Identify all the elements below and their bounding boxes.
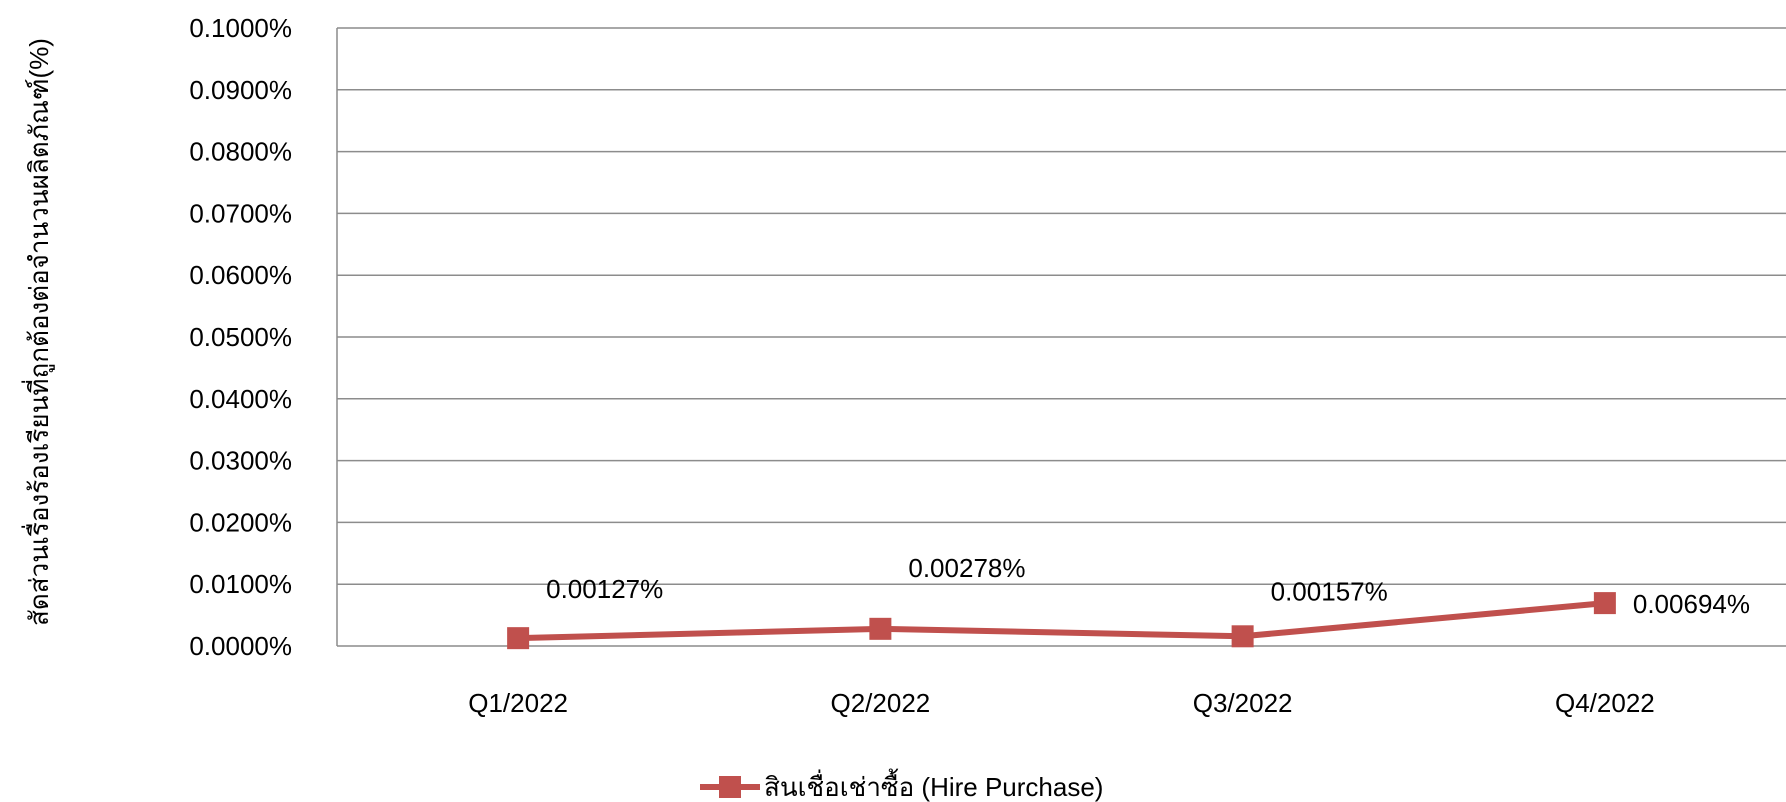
x-tick-label: Q1/2022 [468,688,568,718]
y-tick-label: 0.0900% [189,75,292,105]
data-label: 0.00157% [1271,576,1388,606]
y-tick-label: 0.0000% [189,631,292,661]
data-labels: 0.00127% 0.00278% 0.00157% 0.00694% [546,553,1750,619]
y-axis-label: สัดส่วนเรื่องร้องเรียนที่ถูกต้องต่อจำนวน… [21,38,55,626]
data-label: 0.00127% [546,574,663,604]
x-tick-label: Q3/2022 [1193,688,1293,718]
gridlines [336,27,1786,647]
y-tick-label: 0.1000% [189,13,292,43]
data-point-marker [1231,625,1254,648]
data-point-marker [507,627,530,650]
data-point-marker [869,617,892,640]
y-tick-label: 0.0300% [189,446,292,476]
x-axis-ticks: Q1/2022 Q2/2022 Q3/2022 Q4/2022 [468,688,1655,718]
data-label: 0.00694% [1633,589,1750,619]
y-tick-label: 0.0400% [189,384,292,414]
legend-marker-swatch [719,776,741,798]
series-group [507,592,1616,650]
y-tick-label: 0.0500% [189,322,292,352]
legend: สินเชื่อเช่าซื้อ (Hire Purchase) [700,768,1103,802]
y-tick-label: 0.0200% [189,507,292,537]
y-tick-label: 0.0100% [189,569,292,599]
y-axis-ticks: 0.0000% 0.0100% 0.0200% 0.0300% 0.0400% 0.050… [189,13,292,661]
y-tick-label: 0.0700% [189,198,292,228]
data-point-marker [1593,592,1616,615]
series-line [518,600,1606,642]
y-tick-label: 0.0800% [189,137,292,167]
legend-series-label: สินเชื่อเช่าซื้อ (Hire Purchase) [764,768,1103,802]
y-tick-label: 0.0600% [189,260,292,290]
data-label: 0.00278% [908,553,1025,583]
x-tick-label: Q2/2022 [831,688,931,718]
x-tick-label: Q4/2022 [1555,688,1655,718]
